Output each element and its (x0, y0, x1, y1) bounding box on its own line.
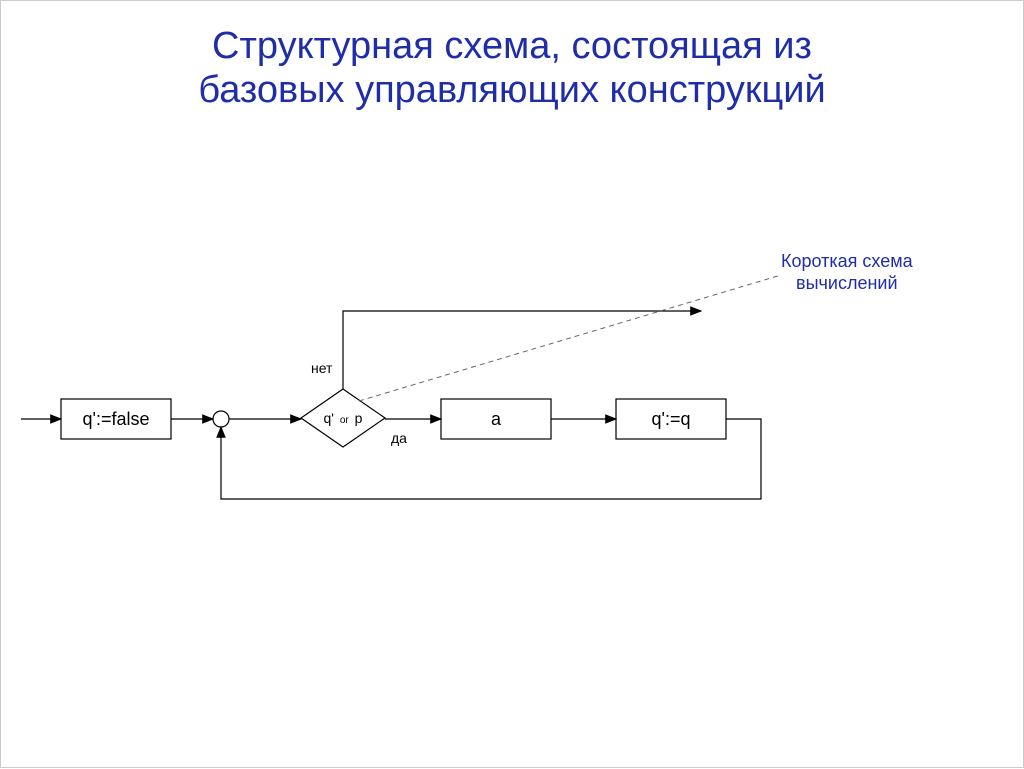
edge-no-exit (343, 311, 701, 389)
cond-part-q: q' (324, 410, 334, 426)
cond-part-p: p (355, 410, 363, 426)
label-yes: да (391, 430, 407, 446)
node-merge (213, 411, 229, 427)
cond-part-or: or (340, 415, 350, 426)
flowchart-svg: q':=false q' or p a q':=q да нет (1, 1, 1024, 769)
node-a-label: a (491, 409, 502, 429)
node-init-label: q':=false (83, 409, 150, 429)
dashed-annotation-line (359, 275, 781, 401)
label-no: нет (311, 360, 333, 376)
node-assign-label: q':=q (652, 409, 691, 429)
slide: Структурная схема, состоящая из базовых … (0, 0, 1024, 768)
